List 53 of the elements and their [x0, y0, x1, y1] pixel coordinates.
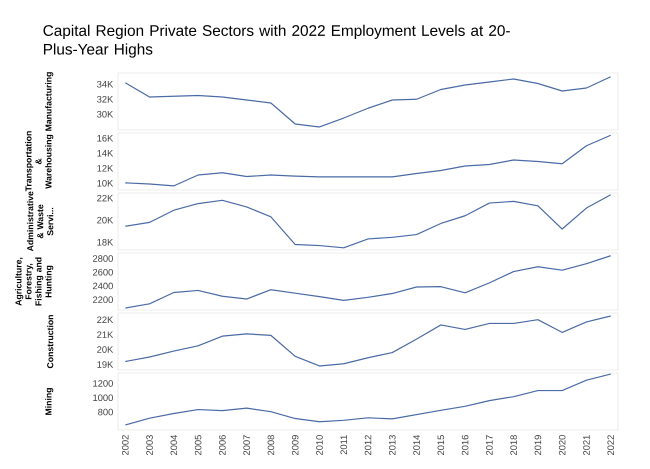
x-tick-label: 2010: [316, 435, 323, 456]
x-tick-label: 2020: [558, 435, 566, 456]
y-axis-title: Construction: [46, 315, 54, 368]
line-series: [124, 315, 612, 367]
y-axis-title: Transportation & Warehousing: [25, 131, 54, 192]
y-tick-label: 21K: [97, 331, 114, 338]
chart-title: Capital Region Private Sectors with 2022 Employment Levels at 20-Plus-Year Highs: [43, 24, 510, 58]
x-tick-label: 2008: [268, 435, 274, 456]
x-tick-label: 2021: [583, 435, 590, 456]
y-tick-label: 20K: [97, 216, 114, 224]
y-tick-label: 18K: [97, 238, 114, 246]
y-axis-title: Mining: [45, 388, 54, 415]
y-tick-label: 1200: [93, 380, 113, 387]
y-axis-title: Administrative & Waste Servi...: [26, 191, 54, 252]
x-tick-label: 2013: [388, 435, 396, 456]
x-tick-label: 2011: [340, 435, 348, 454]
y-tick-label: 20K: [97, 346, 114, 353]
x-tick-label: 2004: [170, 434, 178, 456]
x-tick-label: 2005: [194, 435, 202, 456]
x-tick-label: 2018: [510, 435, 517, 456]
y-tick-label: 16K: [97, 134, 114, 142]
y-tick-label: 10K: [97, 180, 114, 187]
x-tick-label: 2002: [122, 435, 129, 456]
y-tick-label: 2200: [92, 296, 113, 303]
x-tick-label: 2012: [364, 435, 372, 456]
y-tick-label: 2400: [92, 282, 113, 290]
x-tick-label: 2014: [413, 434, 420, 456]
y-tick-label: 2600: [92, 268, 113, 276]
line-series: [124, 255, 612, 309]
y-axis-title: Agriculture, Forestry, Fishing and Hunting: [15, 258, 54, 306]
y-tick-label: 30K: [97, 110, 114, 118]
y-axis-title: Manufacturing: [45, 72, 54, 131]
y-tick-label: 19K: [97, 361, 114, 368]
y-tick-label: 1000: [93, 394, 113, 402]
x-tick-label: 2009: [292, 435, 298, 456]
x-tick-label: 2015: [438, 435, 444, 456]
line-series: [124, 194, 612, 248]
y-tick-label: 34K: [97, 80, 114, 88]
x-tick-label: 2006: [219, 435, 226, 456]
y-tick-label: 14K: [97, 150, 114, 156]
y-tick-label: 12K: [97, 165, 114, 172]
x-tick-label: 2007: [243, 435, 250, 456]
y-tick-label: 800: [98, 408, 113, 416]
x-tick-label: 2022: [607, 435, 614, 456]
x-tick-label: 2019: [534, 435, 542, 456]
x-tick-label: 2003: [146, 435, 153, 456]
y-tick-label: 2800: [92, 255, 113, 262]
x-tick-label: 2017: [486, 435, 493, 456]
y-tick-label: 32K: [97, 96, 114, 103]
line-series: [124, 76, 612, 128]
y-tick-label: 22K: [97, 194, 114, 202]
x-tick-label: 2016: [462, 435, 468, 456]
y-tick-label: 22K: [97, 316, 114, 323]
